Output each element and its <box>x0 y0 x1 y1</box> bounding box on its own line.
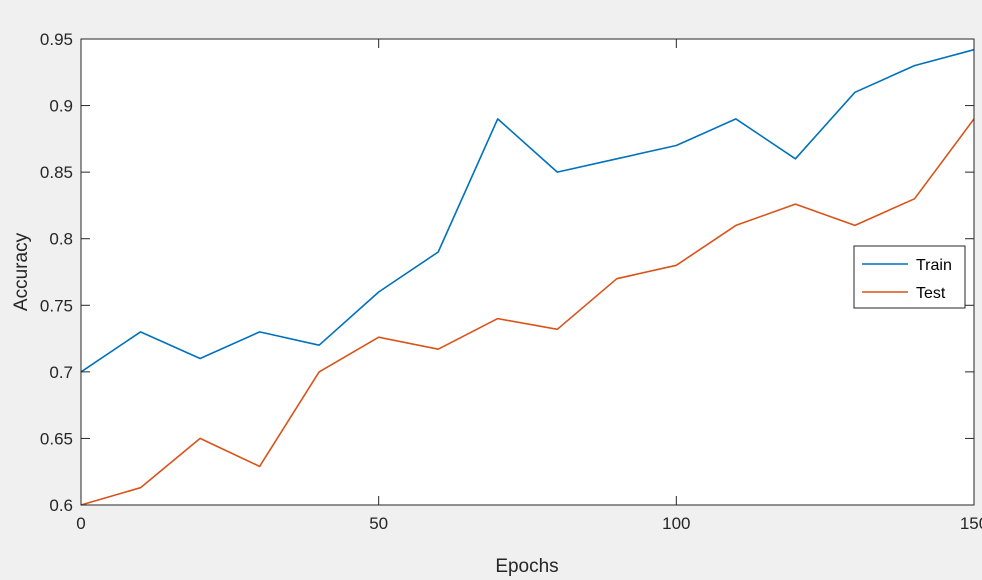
series-line-train <box>80 48 975 373</box>
x-tick-label: 0 <box>76 514 85 533</box>
y-tick-label: 0.85 <box>40 163 73 182</box>
y-tick-label: 0.8 <box>49 230 73 249</box>
x-axis-label: Epochs <box>495 556 558 577</box>
y-tick-label: 0.75 <box>40 296 73 315</box>
axes-box <box>80 38 975 506</box>
y-axis-label: Accuracy <box>11 232 32 311</box>
legend: Train Test <box>853 245 966 309</box>
legend-box <box>853 245 966 309</box>
series-line-test <box>80 118 975 506</box>
y-tick-label: 0.9 <box>49 97 73 116</box>
x-tick-label: 150 <box>960 514 982 533</box>
x-tick-label: 50 <box>369 514 388 533</box>
axes-layer <box>80 38 975 506</box>
y-tick-label: 0.95 <box>40 30 73 49</box>
series-layer <box>80 48 975 506</box>
ticks-layer: 0 50 100 150 0.6 0.65 0.7 0.75 0.8 0.85 0.9 0.95 <box>40 30 982 533</box>
y-tick-label: 0.65 <box>40 429 73 448</box>
y-tick-label: 0.7 <box>49 363 73 382</box>
legend-label-train: Train <box>916 257 952 274</box>
y-tick-label: 0.6 <box>49 496 73 515</box>
x-tick-label: 100 <box>662 514 690 533</box>
plot-area <box>81 39 974 505</box>
legend-label-test: Test <box>916 285 946 302</box>
